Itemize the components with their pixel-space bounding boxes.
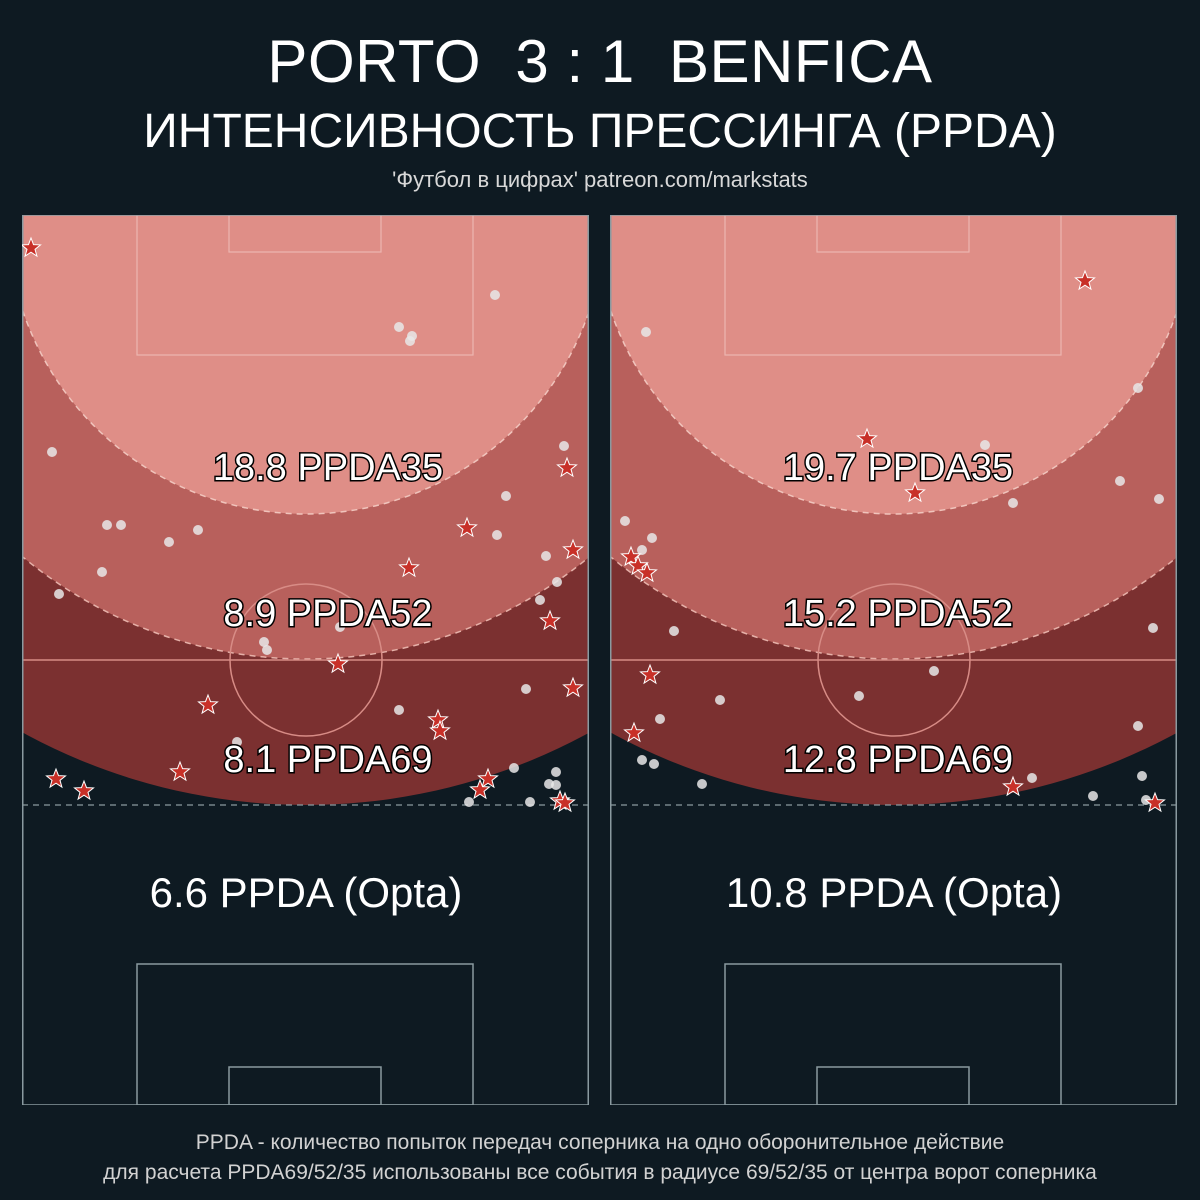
ppda52-label: 8.9 PPDA52: [223, 593, 432, 635]
event-star: [429, 719, 451, 741]
event-star: [456, 516, 478, 538]
event-star: [904, 481, 926, 503]
event-dot: [1008, 498, 1018, 508]
event-dot: [193, 525, 203, 535]
event-dot: [394, 705, 404, 715]
event-dot: [335, 622, 345, 632]
event-dot: [1133, 721, 1143, 731]
event-star: [477, 767, 499, 789]
event-star: [1074, 269, 1096, 291]
event-dot: [559, 441, 569, 451]
event-dot: [1088, 791, 1098, 801]
footer-definition: PPDA - количество попыток передач соперн…: [195, 1131, 1005, 1154]
match-title: PORTO 3 : 1 BENFICA: [267, 28, 933, 95]
event-dot: [929, 666, 939, 676]
event-star: [556, 456, 578, 478]
event-dot: [535, 595, 545, 605]
event-star: [554, 791, 576, 813]
event-dot: [164, 537, 174, 547]
event-dot: [641, 327, 651, 337]
event-dot: [54, 589, 64, 599]
event-dot: [649, 759, 659, 769]
event-dot: [464, 797, 474, 807]
event-dot: [102, 520, 112, 530]
event-star: [856, 427, 878, 449]
event-dot: [1133, 383, 1143, 393]
event-dot: [980, 440, 990, 450]
event-dot: [647, 533, 657, 543]
event-star: [1002, 775, 1024, 797]
event-dot: [552, 577, 562, 587]
event-star: [562, 538, 584, 560]
event-star: [45, 767, 67, 789]
event-dot: [551, 780, 561, 790]
event-dot: [405, 336, 415, 346]
event-dot: [715, 695, 725, 705]
event-star: [197, 693, 219, 715]
credit-line: 'Футбол в цифрах' patreon.com/markstats: [392, 167, 808, 192]
event-star: [73, 779, 95, 801]
event-dot: [669, 626, 679, 636]
event-star: [22, 236, 42, 258]
event-dot: [1148, 623, 1158, 633]
event-star: [327, 652, 349, 674]
event-star: [539, 609, 561, 631]
event-dot: [1115, 476, 1125, 486]
event-dot: [259, 637, 269, 647]
event-star: [169, 760, 191, 782]
opta-ppda-label: 10.8 PPDA (Opta): [726, 869, 1062, 916]
event-dot: [620, 516, 630, 526]
event-dot: [232, 737, 242, 747]
ppda35-label: 18.8 PPDA35: [213, 447, 443, 489]
event-star: [639, 663, 661, 685]
ppda52-label: 15.2 PPDA52: [783, 593, 1013, 635]
event-star: [620, 545, 642, 567]
zone-ppda35: [22, 215, 589, 515]
event-dot: [394, 322, 404, 332]
event-dot: [97, 567, 107, 577]
event-dot: [637, 545, 647, 555]
pitch-lines: [610, 215, 1177, 1105]
event-dot: [655, 714, 665, 724]
event-dot: [490, 290, 500, 300]
ppda69-label: 8.1 PPDA69: [223, 739, 432, 781]
event-markers: [22, 236, 584, 813]
event-star: [562, 676, 584, 698]
event-dot: [525, 797, 535, 807]
event-star: [623, 721, 645, 743]
ppda69-label: 12.8 PPDA69: [783, 739, 1013, 781]
pitch-panel-benfica: 19.7 PPDA35 15.2 PPDA52 12.8 PPDA69 10.8…: [610, 215, 1177, 1105]
event-star: [427, 708, 449, 730]
event-dot: [854, 691, 864, 701]
event-dot: [509, 763, 519, 773]
pitch-panel-porto: 18.8 PPDA35 8.9 PPDA52 8.1 PPDA69 6.6 PP…: [22, 215, 589, 1105]
footer-method-note: для расчета PPDA69/52/35 использованы вс…: [103, 1161, 1097, 1184]
event-star: [398, 556, 420, 578]
ppda35-label: 19.7 PPDA35: [783, 447, 1013, 489]
event-star: [1144, 791, 1166, 813]
event-dot: [501, 491, 511, 501]
event-markers: [620, 269, 1166, 813]
event-dot: [637, 755, 647, 765]
event-dot: [1027, 773, 1037, 783]
zone-ppda35: [610, 215, 1177, 515]
event-dot: [1137, 771, 1147, 781]
chart-subtitle: ИНТЕНСИВНОСТЬ ПРЕССИНГА (PPDA): [143, 105, 1057, 158]
event-dot: [47, 447, 57, 457]
opta-ppda-label: 6.6 PPDA (Opta): [150, 869, 463, 916]
event-dot: [492, 530, 502, 540]
event-star: [469, 778, 491, 800]
event-dot: [541, 551, 551, 561]
event-dot: [521, 684, 531, 694]
event-dot: [697, 779, 707, 789]
event-dot: [1154, 494, 1164, 504]
event-dot: [116, 520, 126, 530]
pitch-lines: [22, 215, 589, 1105]
event-dot: [551, 767, 561, 777]
event-dot: [262, 645, 272, 655]
event-star: [636, 561, 658, 583]
